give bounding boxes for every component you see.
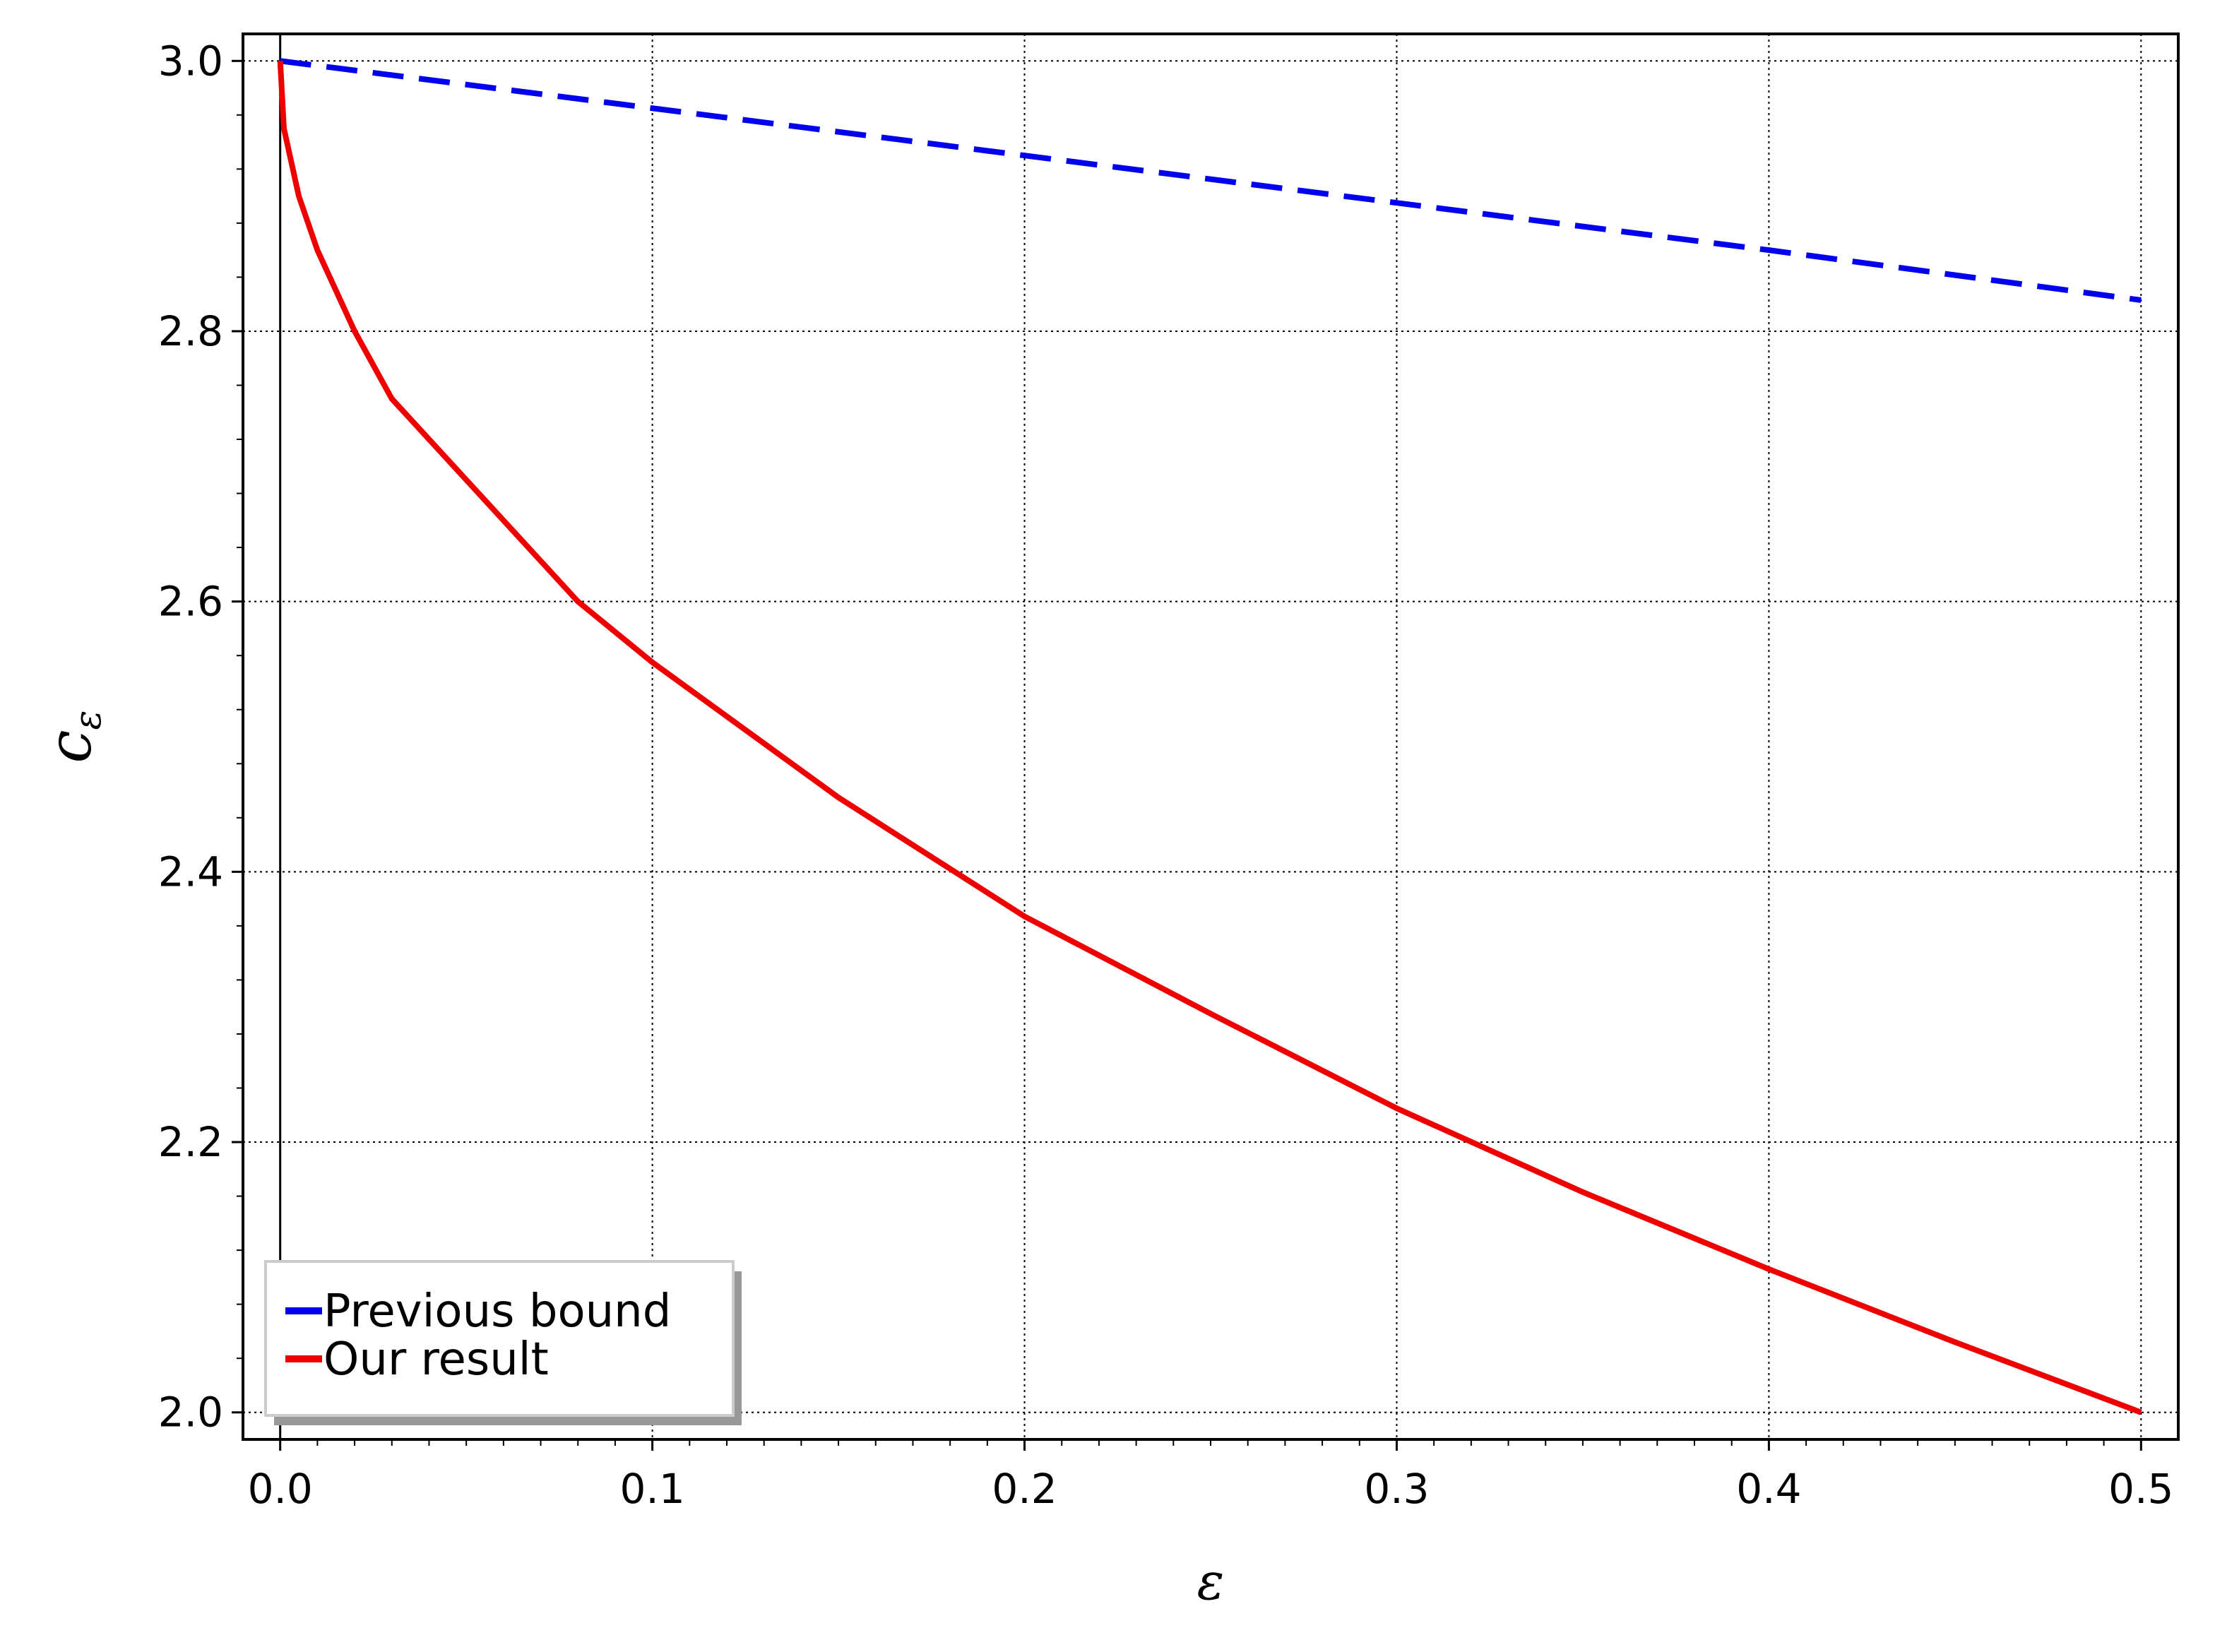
x-tick-label-4: 0.4 [1736, 1465, 1801, 1513]
y-tick-label-2: 2.4 [158, 848, 223, 896]
legend-box [264, 1260, 735, 1417]
x-axis-label: ε [1197, 1552, 1225, 1611]
legend-label-our-result: Our result [323, 1333, 549, 1386]
y-axis-label: cε [35, 711, 109, 763]
y-tick-label-0: 2.0 [158, 1389, 223, 1437]
plot-frame [242, 32, 2180, 1441]
x-tick-label-0: 0.0 [248, 1465, 313, 1513]
series-line-our-result [277, 61, 2142, 1415]
legend: Previous bound Our result [264, 1260, 742, 1425]
legend-label-previous-bound: Previous bound [323, 1285, 671, 1338]
x-tick-label-3: 0.3 [1364, 1465, 1429, 1513]
x-tick-label-5: 0.5 [2108, 1465, 2173, 1513]
x-tick-label-2: 0.2 [992, 1465, 1057, 1513]
y-axis-label-subscript: ε [67, 711, 109, 730]
y-tick-label-3: 2.6 [158, 578, 223, 626]
y-tick-label-1: 2.2 [158, 1118, 223, 1166]
y-tick-label-4: 2.8 [158, 307, 223, 355]
svg-text:cε: cε [35, 711, 109, 763]
series-line-previous-bound [280, 58, 2142, 303]
y-axis-label-main: c [35, 730, 105, 763]
x-tick-label-1: 0.1 [619, 1465, 684, 1513]
y-tick-label-5: 3.0 [158, 37, 223, 85]
tick-labels: 0.0 0.1 0.2 0.3 0.4 0.5 2.0 2.2 2.4 2.6 2.8 3.0 [158, 37, 2174, 1513]
series-lines [277, 58, 2142, 1415]
